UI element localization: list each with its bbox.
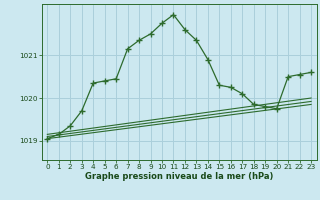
- X-axis label: Graphe pression niveau de la mer (hPa): Graphe pression niveau de la mer (hPa): [85, 172, 273, 181]
